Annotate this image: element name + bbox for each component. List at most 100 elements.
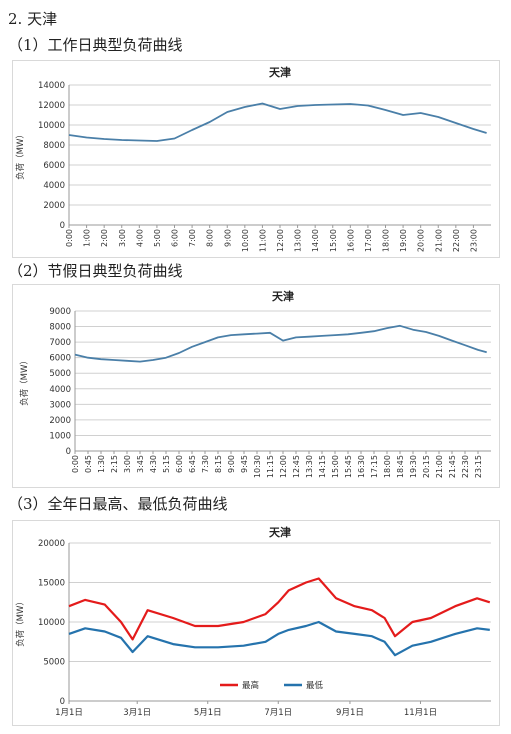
chart-workday: 天津 0 2000 4000 6000 8000 10000 12000 14000 负荷（MW）… — [12, 60, 500, 258]
x-tick-label: 11月1日 — [404, 708, 437, 718]
x-tick-label: 14:00 — [311, 229, 320, 252]
x-tick-label: 22:30 — [461, 455, 470, 478]
x-tick-label: 9月1日 — [336, 708, 364, 718]
chart-title: 天津 — [269, 525, 291, 539]
x-tick-label: 18:00 — [382, 229, 391, 252]
x-tick-label: 23:15 — [474, 455, 483, 478]
x-tick-label: 5:00 — [153, 229, 162, 247]
x-tick-label: 20:00 — [417, 229, 426, 252]
x-tick-label: 21:00 — [434, 229, 443, 252]
y-tick-label: 0 — [66, 447, 71, 457]
x-tick-label: 9:45 — [240, 455, 249, 473]
x-tick-label: 17:00 — [364, 229, 373, 252]
y-tick-label: 3000 — [49, 400, 71, 410]
y-tick-label: 20000 — [38, 539, 65, 549]
x-tick-label: 3月1日 — [123, 708, 151, 718]
legend-label: 最高 — [242, 680, 259, 691]
x-tick-label: 21:00 — [435, 455, 444, 478]
x-tick-label: 9:00 — [227, 455, 236, 473]
x-tick-label: 8:15 — [214, 455, 223, 473]
y-tick-label: 14000 — [38, 81, 65, 91]
x-tick-label: 12:45 — [292, 455, 301, 478]
x-tick-label: 15:45 — [344, 455, 353, 478]
series-line-最低 — [68, 620, 490, 657]
subtitle-workday: （1）工作日典型负荷曲线 — [8, 36, 183, 54]
chart-annual-svg: 天津 0 5000 10000 15000 20000 负荷（MW） 1月1日 3月1日 5月1日… — [15, 525, 491, 718]
x-tick-label: 0:45 — [84, 455, 93, 473]
series-line-load — [74, 324, 487, 363]
x-tick-label: 16:30 — [357, 455, 366, 478]
y-tick-label: 8000 — [43, 141, 65, 151]
y-axis-label: 负荷（MW） — [15, 597, 26, 647]
x-tick-label: 9:00 — [223, 229, 232, 247]
y-tick-label: 4000 — [43, 181, 65, 191]
x-tick-label: 4:00 — [135, 229, 144, 247]
y-axis-label: 负荷（MW） — [19, 356, 30, 406]
series-line-load — [68, 102, 487, 142]
x-tick-label: 13:30 — [305, 455, 314, 478]
x-tick-label: 1:30 — [97, 455, 106, 473]
x-tick-label: 11:00 — [258, 229, 267, 252]
chart-title: 天津 — [272, 289, 294, 303]
x-tick-label: 3:45 — [136, 455, 145, 473]
chart-holiday: 天津 0 1000 2000 3000 4000 5000 6000 7000 8000 9000 负… — [12, 284, 500, 488]
y-tick-label: 12000 — [38, 101, 65, 111]
x-tick-label: 1月1日 — [55, 708, 83, 718]
x-tick-label: 8:00 — [206, 229, 215, 247]
x-tick-label: 10:00 — [241, 229, 250, 252]
y-tick-label: 9000 — [49, 307, 71, 317]
chart-title: 天津 — [269, 65, 291, 79]
x-tick-label: 5:15 — [162, 455, 171, 473]
x-tick-label: 12:00 — [279, 455, 288, 478]
y-tick-label: 7000 — [49, 338, 71, 348]
x-tick-label: 20:15 — [422, 455, 431, 478]
x-tick-label: 19:00 — [399, 229, 408, 252]
y-tick-label: 0 — [60, 697, 65, 707]
x-tick-label: 14:15 — [318, 455, 327, 478]
x-tick-label: 11:15 — [266, 455, 275, 478]
x-tick-label: 5月1日 — [194, 708, 222, 718]
y-tick-label: 8000 — [49, 323, 71, 333]
x-tick-label: 18:00 — [383, 455, 392, 478]
y-tick-label: 5000 — [43, 658, 65, 668]
chart-holiday-svg: 天津 0 1000 2000 3000 4000 5000 6000 7000 8000 9000 负… — [19, 289, 491, 478]
x-tick-label: 17:15 — [370, 455, 379, 478]
chart-workday-svg: 天津 0 2000 4000 6000 8000 10000 12000 14000 负荷（MW）… — [15, 65, 491, 252]
x-tick-label: 15:00 — [331, 455, 340, 478]
x-tick-label: 6:45 — [188, 455, 197, 473]
x-tick-label: 3:00 — [118, 229, 127, 247]
x-tick-label: 13:00 — [294, 229, 303, 252]
x-tick-label: 3:00 — [123, 455, 132, 473]
x-tick-label: 1:00 — [83, 229, 92, 247]
y-tick-label: 6000 — [43, 161, 65, 171]
x-tick-label: 15:00 — [329, 229, 338, 252]
y-tick-label: 6000 — [49, 354, 71, 364]
series-line-最高 — [68, 577, 491, 641]
section-title: 2. 天津 — [8, 10, 58, 28]
y-tick-label: 10000 — [38, 121, 65, 131]
legend-label: 最低 — [306, 680, 324, 691]
y-tick-label: 15000 — [38, 579, 65, 589]
x-tick-label: 7:00 — [188, 229, 197, 247]
y-tick-label: 10000 — [38, 618, 65, 628]
x-tick-label: 7月1日 — [264, 708, 292, 718]
x-tick-label: 0:00 — [65, 229, 74, 247]
x-tick-label: 16:00 — [346, 229, 355, 252]
x-tick-label: 10:30 — [253, 455, 262, 478]
x-tick-label: 4:30 — [149, 455, 158, 473]
x-tick-label: 22:00 — [452, 229, 461, 252]
x-tick-label: 12:00 — [276, 229, 285, 252]
y-axis-label: 负荷（MW） — [15, 130, 26, 180]
y-tick-label: 2000 — [43, 201, 65, 211]
x-tick-label: 23:00 — [469, 229, 478, 252]
x-tick-label: 7:30 — [201, 455, 210, 473]
x-tick-label: 0:00 — [71, 455, 80, 473]
y-tick-label: 1000 — [49, 431, 71, 441]
x-tick-label: 18:45 — [396, 455, 405, 478]
x-tick-label: 6:00 — [171, 229, 180, 247]
x-tick-label: 21:45 — [448, 455, 457, 478]
y-tick-label: 5000 — [49, 369, 71, 379]
x-tick-label: 19:30 — [409, 455, 418, 478]
y-tick-label: 0 — [60, 221, 65, 231]
y-tick-label: 4000 — [49, 385, 71, 395]
